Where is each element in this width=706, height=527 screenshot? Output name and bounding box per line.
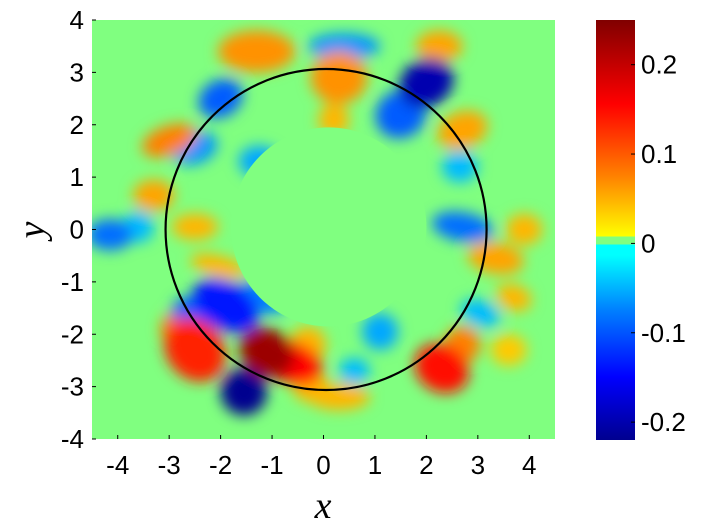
heat-blob xyxy=(310,51,368,104)
heat-blob xyxy=(460,299,501,328)
inner-zero-disc xyxy=(230,127,427,327)
heat-blob xyxy=(431,211,493,243)
heat-blob xyxy=(338,357,370,385)
heat-blob xyxy=(190,253,246,279)
y-tick-label: -1 xyxy=(61,267,84,297)
x-tick-label: 2 xyxy=(419,450,433,480)
heat-blob xyxy=(416,30,463,62)
heat-blob xyxy=(506,213,543,246)
heat-blob xyxy=(441,150,478,183)
x-tick-label: 4 xyxy=(522,450,536,480)
x-axis-label: x xyxy=(314,485,332,527)
colorbar-tick-label: 0.2 xyxy=(641,50,677,80)
y-tick-label: 2 xyxy=(70,110,84,140)
x-axis-ticks: -4 -3 -2 -1 0 1 2 3 4 xyxy=(106,435,537,480)
x-tick-label: 3 xyxy=(471,450,485,480)
colorbar-tick-label: -0.1 xyxy=(641,318,686,348)
heat-blob xyxy=(142,123,197,158)
y-axis-label: y xyxy=(11,221,53,242)
heat-blob xyxy=(318,103,350,136)
heat-blob xyxy=(220,368,267,416)
heat-blob xyxy=(362,313,399,350)
colorbar-tick-label: -0.2 xyxy=(641,407,686,437)
heat-blob xyxy=(218,30,296,73)
heat-blob xyxy=(490,334,527,366)
heat-blob xyxy=(239,327,295,378)
x-tick-label: -4 xyxy=(106,450,129,480)
heat-blob xyxy=(308,33,381,60)
heat-blob xyxy=(164,318,226,382)
x-tick-label: 0 xyxy=(316,450,330,480)
y-tick-label: 4 xyxy=(70,5,84,35)
y-axis-ticks: -4 -3 -2 -1 0 1 2 3 4 xyxy=(61,5,96,454)
x-tick-label: -2 xyxy=(209,450,232,480)
heat-blob xyxy=(192,278,260,333)
x-tick-label: 1 xyxy=(368,450,382,480)
inner-zero-region xyxy=(230,127,427,327)
heat-blob xyxy=(414,343,470,394)
y-tick-label: 3 xyxy=(70,57,84,87)
y-tick-label: 0 xyxy=(70,215,84,245)
x-tick-label: -3 xyxy=(158,450,181,480)
heat-blob xyxy=(133,179,175,212)
heat-blob xyxy=(171,213,219,240)
colorbar-ticks: -0.2 -0.1 0 0.1 0.2 xyxy=(631,50,686,437)
y-tick-label: -3 xyxy=(61,372,84,402)
colorbar-tick-label: 0 xyxy=(641,228,655,258)
y-tick-label: -2 xyxy=(61,319,84,349)
colorbar-tick-label: 0.1 xyxy=(641,139,677,169)
y-tick-label: 1 xyxy=(70,162,84,192)
overlay-circle xyxy=(164,67,488,392)
heat-blob xyxy=(198,78,243,119)
heat-blob xyxy=(92,219,134,251)
heat-blob xyxy=(437,110,488,150)
colorbar xyxy=(596,20,635,440)
heat-blob xyxy=(496,283,532,312)
x-tick-label: -1 xyxy=(260,450,283,480)
y-tick-label: -4 xyxy=(61,424,84,454)
